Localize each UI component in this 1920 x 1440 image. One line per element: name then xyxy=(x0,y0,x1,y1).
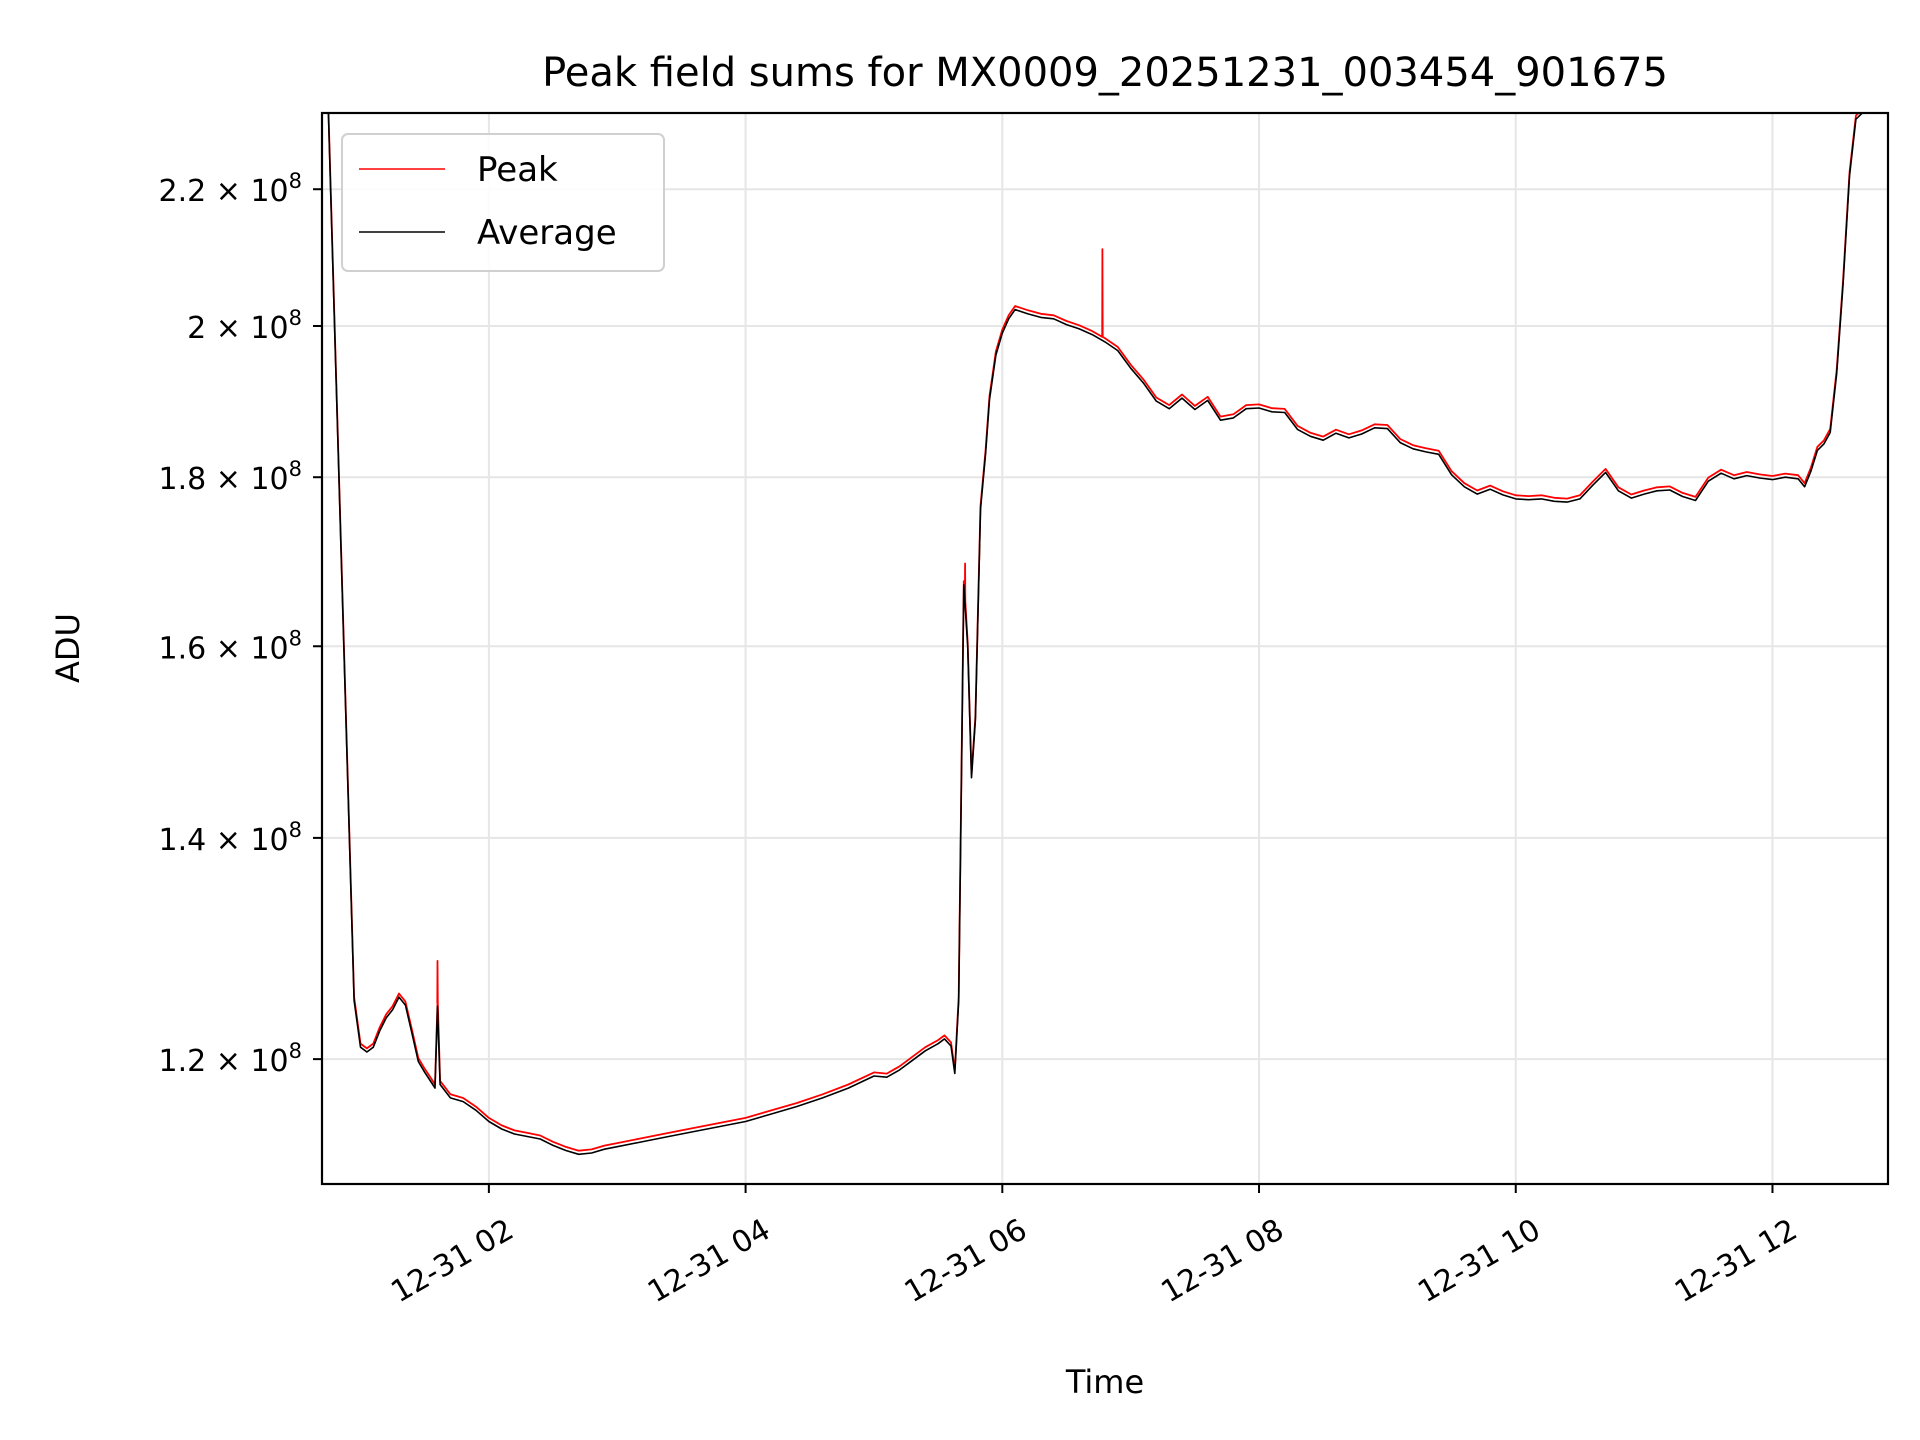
legend: Peak Average xyxy=(341,133,665,272)
legend-average-label: Average xyxy=(477,213,617,253)
y-tick-label: 1.6 × 108 xyxy=(159,626,302,666)
y-tick-label: 1.2 × 108 xyxy=(159,1039,302,1079)
legend-peak-label: Peak xyxy=(477,150,558,190)
plot-frame xyxy=(320,111,1890,1186)
series-average-line xyxy=(322,113,1888,1156)
y-tick-label: 1.8 × 108 xyxy=(159,457,302,497)
series-peak-line xyxy=(327,113,1860,1152)
y-tick-label: 2 × 108 xyxy=(187,306,302,346)
series-layer xyxy=(322,113,1888,1156)
chart-title: Peak field sums for MX0009_20251231_0034… xyxy=(542,50,1668,96)
y-tick-label: 2.2 × 108 xyxy=(159,169,302,209)
y-axis-label: ADU xyxy=(49,613,87,683)
x-axis-label: Time xyxy=(1065,1363,1144,1401)
y-tick-label: 1.4 × 108 xyxy=(159,818,302,858)
